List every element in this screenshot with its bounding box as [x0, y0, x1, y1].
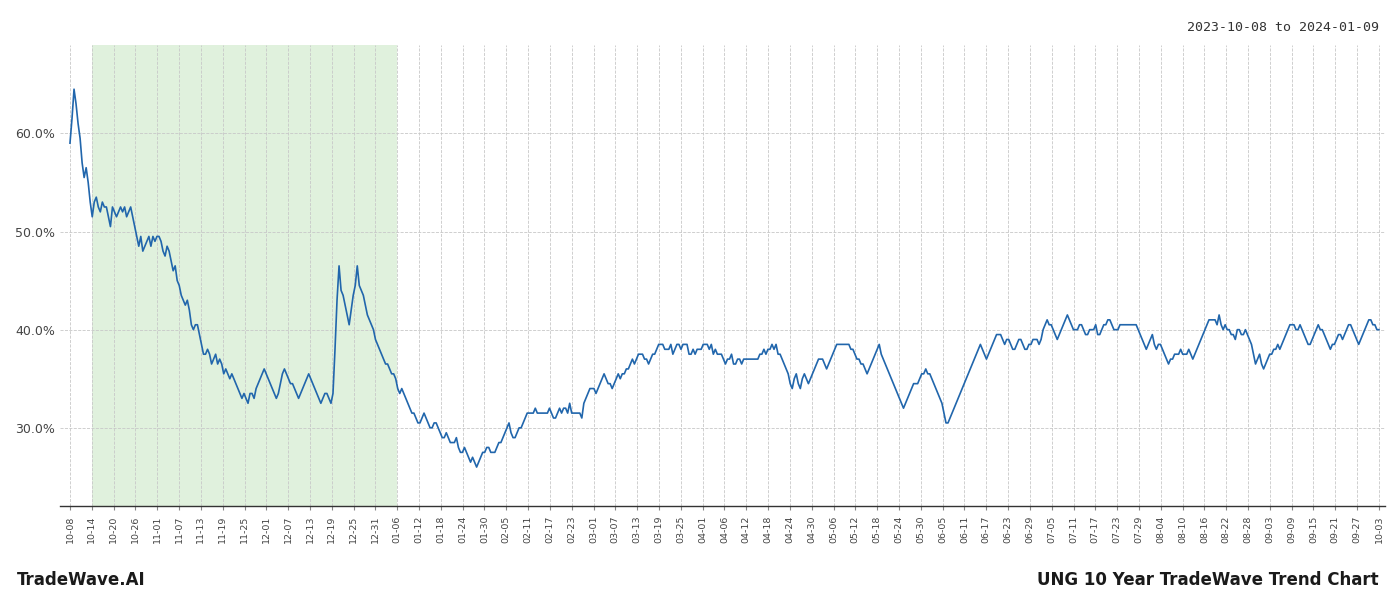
Text: TradeWave.AI: TradeWave.AI: [17, 571, 146, 589]
Text: 2023-10-08 to 2024-01-09: 2023-10-08 to 2024-01-09: [1187, 21, 1379, 34]
Bar: [92, 45, 398, 506]
Text: UNG 10 Year TradeWave Trend Chart: UNG 10 Year TradeWave Trend Chart: [1037, 571, 1379, 589]
